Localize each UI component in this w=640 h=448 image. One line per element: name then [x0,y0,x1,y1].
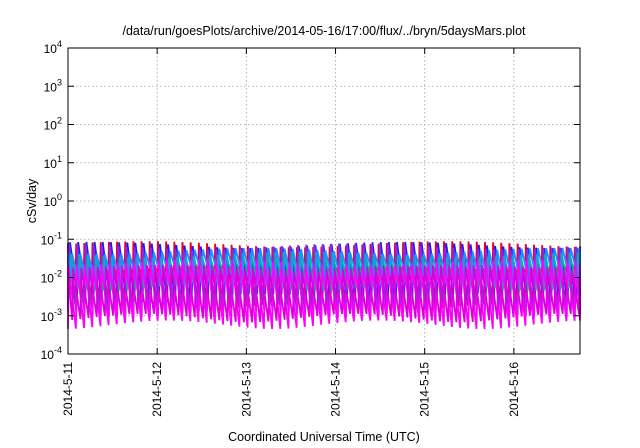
series-layer [67,241,581,330]
y-tick-label: 104 [44,39,62,56]
x-axis-label: Coordinated Universal Time (UTC) [228,430,420,444]
y-axis-label: cSv/day [25,178,39,223]
y-tick-label: 10-3 [41,307,62,324]
series-line [67,247,581,285]
x-tick-label: 2014-5-11 [61,362,75,416]
x-tick-label: 2014-5-15 [418,362,432,417]
y-tick-label: 102 [44,116,62,133]
y-tick-label: 10-1 [41,230,62,247]
x-tick-label: 2014-5-12 [150,362,164,417]
x-tick-label: 2014-5-13 [239,362,253,417]
y-tick-label: 10-4 [41,345,62,362]
y-axis: 10-4 10-3 10-2 10-1 100 101 102 103 104 [41,39,580,362]
y-tick-label: 10-2 [41,269,62,286]
series-line [67,264,581,323]
x-axis: 2014-5-11 2014-5-12 2014-5-13 2014-5-14 2014… [61,48,521,417]
x-tick-label: 2014-5-14 [329,362,343,417]
y-tick-label: 100 [44,192,62,209]
chart-title: /data/run/goesPlots/archive/2014-05-16/1… [122,24,526,38]
x-tick-label: 2014-5-16 [507,362,521,417]
y-tick-label: 101 [44,154,62,171]
y-tick-label: 103 [44,77,62,94]
